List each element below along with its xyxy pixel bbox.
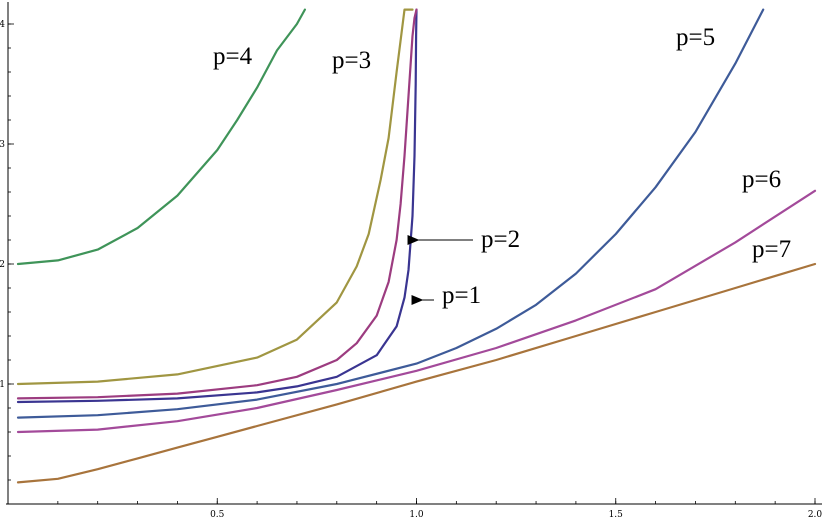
x-tick-label: 1.0 [409, 510, 424, 519]
series-line-p6 [16, 189, 817, 434]
series-layer [16, 8, 817, 484]
y-tick-label: 2 [0, 260, 5, 270]
curve-label-p3: p=3 [332, 47, 371, 74]
curve-label-p4: p=4 [213, 43, 253, 70]
curve-label-p1: p=1 [442, 282, 481, 309]
y-tick-label: 4 [0, 20, 5, 30]
x-tick-label: 2.0 [808, 510, 823, 519]
series-line-p1 [16, 8, 418, 404]
series-line-p2 [16, 8, 418, 400]
x-tick-label: 1.5 [609, 510, 624, 519]
curve-label-p7: p=7 [752, 236, 791, 263]
annotation-layer: p=4 p=3 p=5 p=6 p=7 p=2 p=1 [213, 24, 791, 309]
x-tick-label: 0.5 [210, 510, 225, 519]
series-line-p4 [16, 8, 306, 266]
series-line-p5 [16, 8, 765, 419]
y-tick-label: 1 [0, 380, 5, 390]
y-tick-label: 3 [0, 140, 5, 150]
curve-label-p6: p=6 [742, 166, 781, 193]
series-line-p3 [16, 8, 414, 386]
series-line-p7 [16, 262, 817, 484]
curve-label-p5: p=5 [676, 24, 715, 51]
curve-label-p2: p=2 [481, 226, 520, 253]
